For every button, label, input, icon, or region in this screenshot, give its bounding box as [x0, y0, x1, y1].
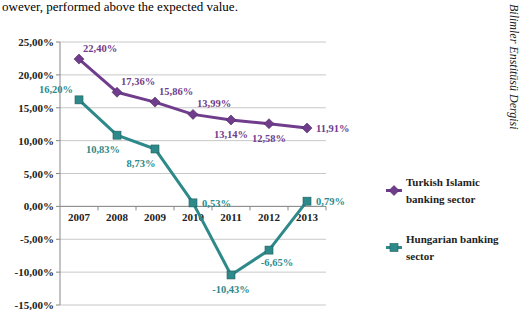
- grid-line: [60, 305, 326, 306]
- category-label: 2008: [106, 211, 129, 223]
- tick-mark: [56, 42, 60, 43]
- series-marker: [151, 145, 159, 153]
- x-tick: [288, 206, 289, 210]
- series-marker: [150, 97, 160, 107]
- series-marker: [74, 54, 84, 64]
- legend-line: sector: [406, 250, 434, 262]
- series-marker: [265, 246, 273, 254]
- tick-label: 20,00%: [18, 69, 54, 81]
- grid-line: [60, 74, 326, 75]
- series-line: [79, 100, 307, 275]
- data-label: 22,40%: [83, 43, 117, 54]
- tick-label: 25,00%: [18, 36, 54, 48]
- data-label: 13,14%: [214, 129, 248, 140]
- grid-line: [60, 140, 326, 141]
- data-label: 13,99%: [197, 98, 231, 109]
- data-label: 12,58%: [252, 133, 286, 144]
- tick-label: 0,00%: [24, 200, 54, 212]
- x-tick: [250, 206, 251, 210]
- grid-line: [60, 173, 326, 174]
- tick-mark: [56, 272, 60, 273]
- tick-label: -15,00%: [15, 299, 54, 310]
- series-marker: [227, 271, 235, 279]
- legend-line: Hungarian banking: [406, 233, 499, 245]
- grid-line: [60, 272, 326, 273]
- series-marker: [303, 197, 311, 205]
- category-label: 2011: [220, 211, 241, 223]
- category-label: 2012: [258, 211, 281, 223]
- legend-label: Hungarian banking sector: [406, 233, 499, 262]
- tick-mark: [56, 107, 60, 108]
- legend-line: Turkish Islamic: [406, 176, 480, 188]
- legend-line: banking sector: [406, 193, 475, 205]
- chart: owever, performed above the expected val…: [0, 0, 521, 310]
- plot-marks: [74, 54, 312, 279]
- series-marker: [302, 123, 312, 133]
- tick-label: 5,00%: [24, 168, 54, 180]
- series-marker: [264, 119, 274, 129]
- data-labels: 22,40% 17,36% 15,86% 13,99% 13,14% 12,58% 11,9…: [39, 43, 350, 295]
- series-marker: [226, 115, 236, 125]
- tick-mark: [56, 140, 60, 141]
- data-label: -10,43%: [212, 284, 250, 295]
- series-marker: [75, 96, 83, 104]
- tick-label: 15,00%: [18, 102, 54, 114]
- tick-mark: [56, 305, 60, 306]
- data-label: 17,36%: [121, 76, 155, 87]
- tick-label: -5,00%: [20, 233, 54, 245]
- category-label: 2007: [68, 211, 91, 223]
- tick-mark: [56, 74, 60, 75]
- tick-label: -10,00%: [15, 266, 54, 278]
- category-label: 2009: [144, 211, 167, 223]
- data-label: 16,20%: [39, 84, 73, 95]
- y-axis: [60, 42, 61, 305]
- legend-marker: [390, 244, 398, 252]
- series-line: [79, 59, 307, 128]
- tick-mark: [56, 173, 60, 174]
- legend-marker: [389, 186, 399, 196]
- series-marker: [188, 109, 198, 119]
- series-marker: [189, 199, 197, 207]
- data-label: 11,91%: [316, 123, 350, 134]
- data-label: 10,83%: [86, 144, 120, 155]
- tick-label: 10,00%: [18, 135, 54, 147]
- header-text: owever, performed above the expected val…: [2, 0, 238, 14]
- series-marker: [112, 87, 122, 97]
- data-label: 15,86%: [159, 86, 193, 97]
- side-text: Bilimler Enstitüsü Dergisi: [507, 4, 521, 130]
- data-label: 0,79%: [316, 196, 345, 207]
- tick-mark: [56, 239, 60, 240]
- tick-mark: [56, 206, 60, 207]
- data-label: -6,65%: [261, 257, 293, 268]
- data-label: 8,73%: [127, 158, 156, 169]
- x-tick: [98, 206, 99, 210]
- grid-line: [60, 107, 326, 108]
- x-tick: [136, 206, 137, 210]
- series-marker: [113, 131, 121, 139]
- data-label: 0,53%: [202, 198, 231, 209]
- x-tick: [174, 206, 175, 210]
- legend-label: Turkish Islamic banking sector: [406, 176, 480, 205]
- grid-line: [60, 239, 326, 240]
